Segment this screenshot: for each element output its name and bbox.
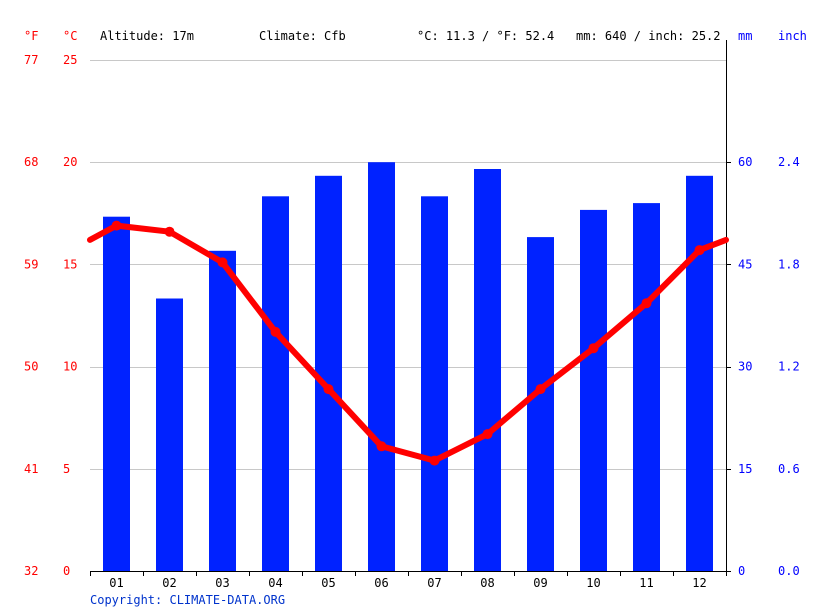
fahrenheit-tick-label: 77 <box>24 53 38 67</box>
mm-tick-label: 0 <box>738 564 745 578</box>
inch-tick-label: 0.6 <box>778 462 800 476</box>
celsius-tick-label: 25 <box>63 53 77 67</box>
altitude-label: Altitude: 17m <box>100 29 194 43</box>
precipitation-bar <box>315 175 342 572</box>
mm-tick-label: 15 <box>738 462 752 476</box>
month-tick-label: 06 <box>374 576 388 590</box>
mm-unit-label: mm <box>738 29 752 43</box>
month-tick-label: 03 <box>215 576 229 590</box>
temperature-point <box>588 343 599 354</box>
month-tick-label: 01 <box>109 576 123 590</box>
precipitation-bars <box>103 162 713 572</box>
month-tick-label: 09 <box>533 576 547 590</box>
precipitation-bar <box>633 203 660 571</box>
inch-tick-label: 0.0 <box>778 564 800 578</box>
grid-lines <box>90 60 726 470</box>
fahrenheit-tick-label: 59 <box>24 257 38 271</box>
precipitation-bar <box>527 237 554 571</box>
celsius-tick-label: 5 <box>63 462 70 476</box>
inch-tick-label: 2.4 <box>778 155 800 169</box>
fahrenheit-tick-label: 41 <box>24 462 38 476</box>
month-tick-label: 05 <box>321 576 335 590</box>
inch-unit-label: inch <box>778 29 807 43</box>
month-tick-label: 07 <box>427 576 441 590</box>
month-tick-label: 12 <box>692 576 706 590</box>
axes <box>90 40 731 576</box>
precipitation-bar <box>262 196 289 572</box>
precipitation-bar <box>580 209 607 571</box>
mm-tick-label: 30 <box>738 360 752 374</box>
celsius-tick-label: 10 <box>63 360 77 374</box>
precipitation-bar <box>209 250 236 572</box>
precipitation-bar <box>103 216 130 571</box>
temperature-line <box>87 220 729 466</box>
temperature-point <box>111 220 122 231</box>
celsius-tick-label: 0 <box>63 564 70 578</box>
temperature-point <box>323 384 334 395</box>
temperature-point <box>270 326 281 337</box>
tick-labels: 32 0 41 5 50 10 59 15 68 20 77 25 0 0.0 15 0.6 30 1.2 45 1.… <box>24 53 800 590</box>
mm-tick-label: 60 <box>738 155 752 169</box>
total-precipitation-label: mm: 640 / inch: 25.2 <box>576 29 721 43</box>
avg-temperature-label: °C: 11.3 / °F: 52.4 <box>417 29 554 43</box>
temperature-point <box>482 429 493 440</box>
temperature-point <box>429 455 440 466</box>
temperature-point <box>641 298 652 309</box>
inch-tick-label: 1.2 <box>778 360 800 374</box>
month-tick-label: 04 <box>268 576 282 590</box>
fahrenheit-tick-label: 50 <box>24 360 38 374</box>
month-tick-label: 10 <box>586 576 600 590</box>
precipitation-bar <box>368 162 395 571</box>
celsius-tick-label: 15 <box>63 257 77 271</box>
precipitation-bar <box>686 175 713 572</box>
temperature-line-path <box>87 222 729 464</box>
mm-tick-label: 45 <box>738 257 752 271</box>
fahrenheit-tick-label: 32 <box>24 564 38 578</box>
temperature-point <box>164 226 175 237</box>
inch-tick-label: 1.8 <box>778 257 800 271</box>
month-tick-label: 02 <box>162 576 176 590</box>
celsius-unit-label: °C <box>63 29 77 43</box>
temperature-point <box>535 384 546 395</box>
fahrenheit-unit-label: °F <box>24 29 38 43</box>
temperature-point <box>217 257 228 268</box>
precipitation-bar <box>474 169 501 571</box>
climate-label: Climate: Cfb <box>259 29 346 43</box>
fahrenheit-tick-label: 68 <box>24 155 38 169</box>
month-tick-label: 08 <box>480 576 494 590</box>
precipitation-bar <box>156 298 183 571</box>
month-tick-label: 11 <box>639 576 653 590</box>
copyright-label: Copyright: CLIMATE-DATA.ORG <box>90 593 285 607</box>
precipitation-bar <box>421 196 448 572</box>
temperature-point <box>694 245 705 256</box>
celsius-tick-label: 20 <box>63 155 77 169</box>
temperature-point <box>376 441 387 452</box>
